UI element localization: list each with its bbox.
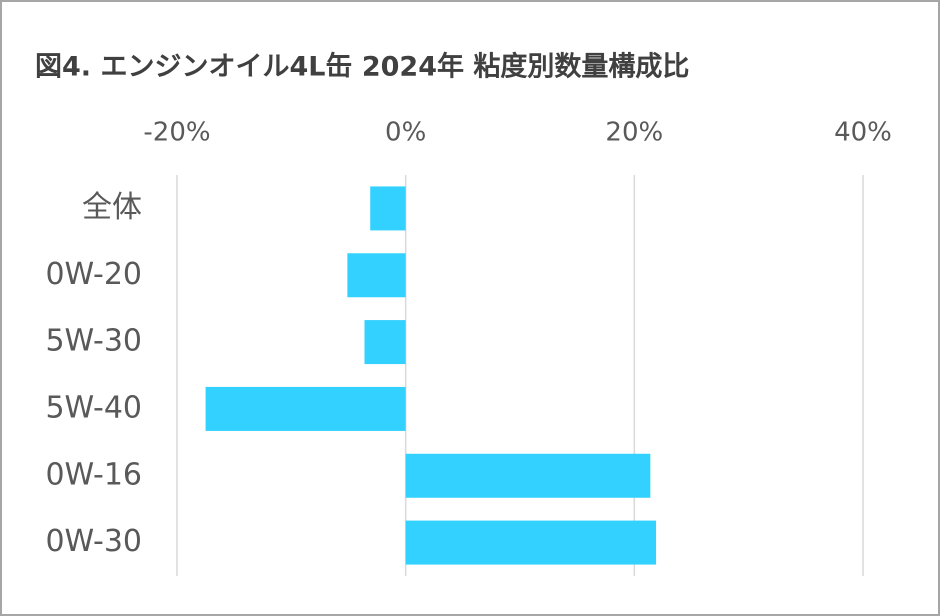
x-tick-label: 0% [385,118,426,148]
y-tick-label: 5W-30 [45,324,142,359]
y-tick-label: 0W-30 [45,524,142,559]
y-tick-label: 0W-16 [45,457,142,492]
bar [405,520,657,565]
y-tick-label: 全体 [82,190,142,225]
x-tick-label: 20% [605,118,663,148]
y-tick-label: 0W-20 [45,257,142,292]
x-tick-label: -20% [143,118,210,148]
bar [205,386,406,431]
bar [347,253,406,298]
bar [370,186,406,231]
bar [364,320,406,365]
chart-title: 図4. エンジンオイル4L缶 2024年 粘度別数量構成比 [35,51,689,83]
y-tick-label: 5W-40 [45,390,142,425]
bar [405,453,651,498]
x-tick-label: 40% [834,118,892,148]
